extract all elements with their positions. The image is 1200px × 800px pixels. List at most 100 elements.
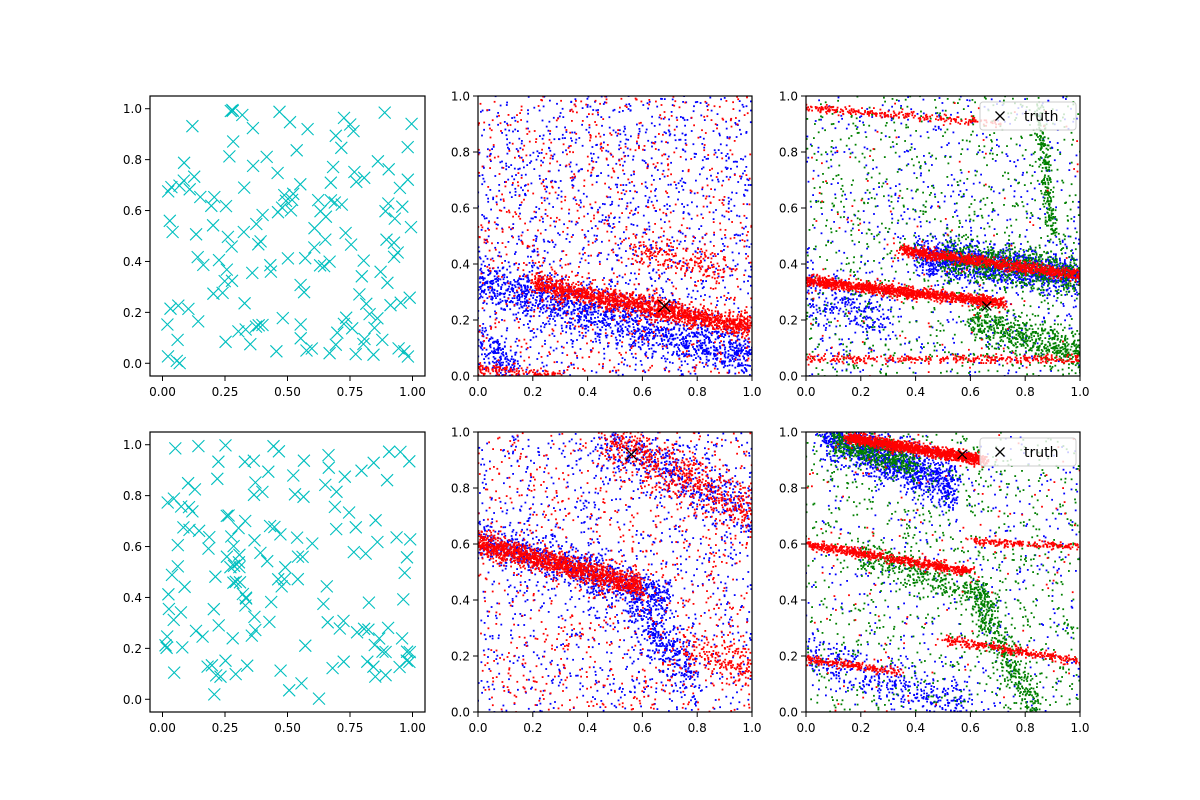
data-point <box>618 159 620 162</box>
data-point <box>547 129 550 132</box>
data-point <box>486 239 488 242</box>
data-point <box>665 212 667 215</box>
data-point <box>596 234 598 237</box>
data-point <box>494 248 497 251</box>
data-point <box>504 128 507 131</box>
data-point <box>636 324 639 326</box>
data-point <box>654 319 657 321</box>
data-point <box>705 350 707 353</box>
data-point <box>534 216 536 218</box>
data-point <box>590 324 592 326</box>
data-point <box>551 311 554 313</box>
data-point <box>580 257 583 260</box>
data-point <box>713 105 716 108</box>
data-point <box>634 317 637 319</box>
data-point <box>495 348 498 351</box>
data-point <box>600 172 602 174</box>
data-point <box>616 134 619 137</box>
data-point <box>492 282 495 284</box>
data-point <box>721 352 723 355</box>
data-point <box>582 334 585 337</box>
data-point <box>665 190 667 193</box>
data-point <box>689 191 692 194</box>
data-point <box>727 372 730 374</box>
data-point <box>696 336 699 339</box>
data-point <box>479 286 482 288</box>
data-point <box>617 176 619 179</box>
data-point <box>573 103 576 106</box>
data-point <box>631 181 633 183</box>
data-point <box>655 258 657 261</box>
data-point <box>736 365 739 368</box>
data-point <box>740 326 742 329</box>
data-point <box>483 330 486 333</box>
data-point <box>505 303 508 305</box>
data-point <box>724 360 727 363</box>
data-point <box>705 347 708 350</box>
data-point <box>625 250 627 252</box>
data-point <box>659 247 661 249</box>
data-point <box>526 347 529 349</box>
data-point <box>571 303 574 306</box>
data-point <box>729 136 731 139</box>
data-point <box>559 301 562 304</box>
data-point <box>654 223 656 225</box>
data-point <box>541 137 544 140</box>
data-point <box>689 312 692 315</box>
data-point <box>676 119 679 121</box>
data-point <box>720 323 722 325</box>
data-point <box>586 106 589 108</box>
data-point <box>493 100 496 103</box>
data-point <box>661 253 664 256</box>
data-point <box>510 288 513 290</box>
data-point <box>727 350 730 352</box>
data-point <box>694 237 696 239</box>
data-point <box>590 171 593 174</box>
data-point <box>522 148 524 151</box>
data-point <box>592 304 594 307</box>
data-point <box>537 282 539 284</box>
data-point <box>723 245 726 247</box>
data-point <box>624 133 627 136</box>
data-point <box>702 299 705 301</box>
data-point <box>676 247 678 250</box>
data-point <box>548 120 551 123</box>
data-point <box>648 196 651 199</box>
data-point <box>533 310 536 313</box>
data-point <box>622 307 625 310</box>
data-point <box>715 267 718 270</box>
data-point <box>519 300 522 303</box>
data-point <box>525 295 528 298</box>
data-point <box>611 167 614 170</box>
data-point <box>644 185 647 188</box>
data-point <box>617 244 620 246</box>
data-point <box>578 169 581 172</box>
data-point <box>699 333 702 336</box>
data-point <box>665 343 668 346</box>
data-point <box>358 332 371 346</box>
data-point <box>545 125 548 128</box>
data-point <box>501 166 504 169</box>
data-point <box>505 168 508 171</box>
data-point <box>519 147 522 150</box>
data-point <box>500 358 502 361</box>
data-point <box>579 283 582 286</box>
data-point <box>498 251 501 254</box>
data-point <box>722 243 724 245</box>
data-point <box>514 351 517 354</box>
data-point <box>186 119 199 133</box>
data-point <box>674 100 677 103</box>
data-point <box>509 308 512 311</box>
data-point <box>542 238 545 241</box>
data-point <box>650 347 653 350</box>
data-point <box>191 250 205 264</box>
data-point <box>499 298 502 301</box>
data-point <box>584 303 587 306</box>
data-point <box>714 341 716 344</box>
data-point <box>654 303 656 306</box>
data-point <box>535 235 538 238</box>
data-point <box>734 296 736 299</box>
data-point <box>582 305 585 308</box>
data-point <box>709 332 712 335</box>
